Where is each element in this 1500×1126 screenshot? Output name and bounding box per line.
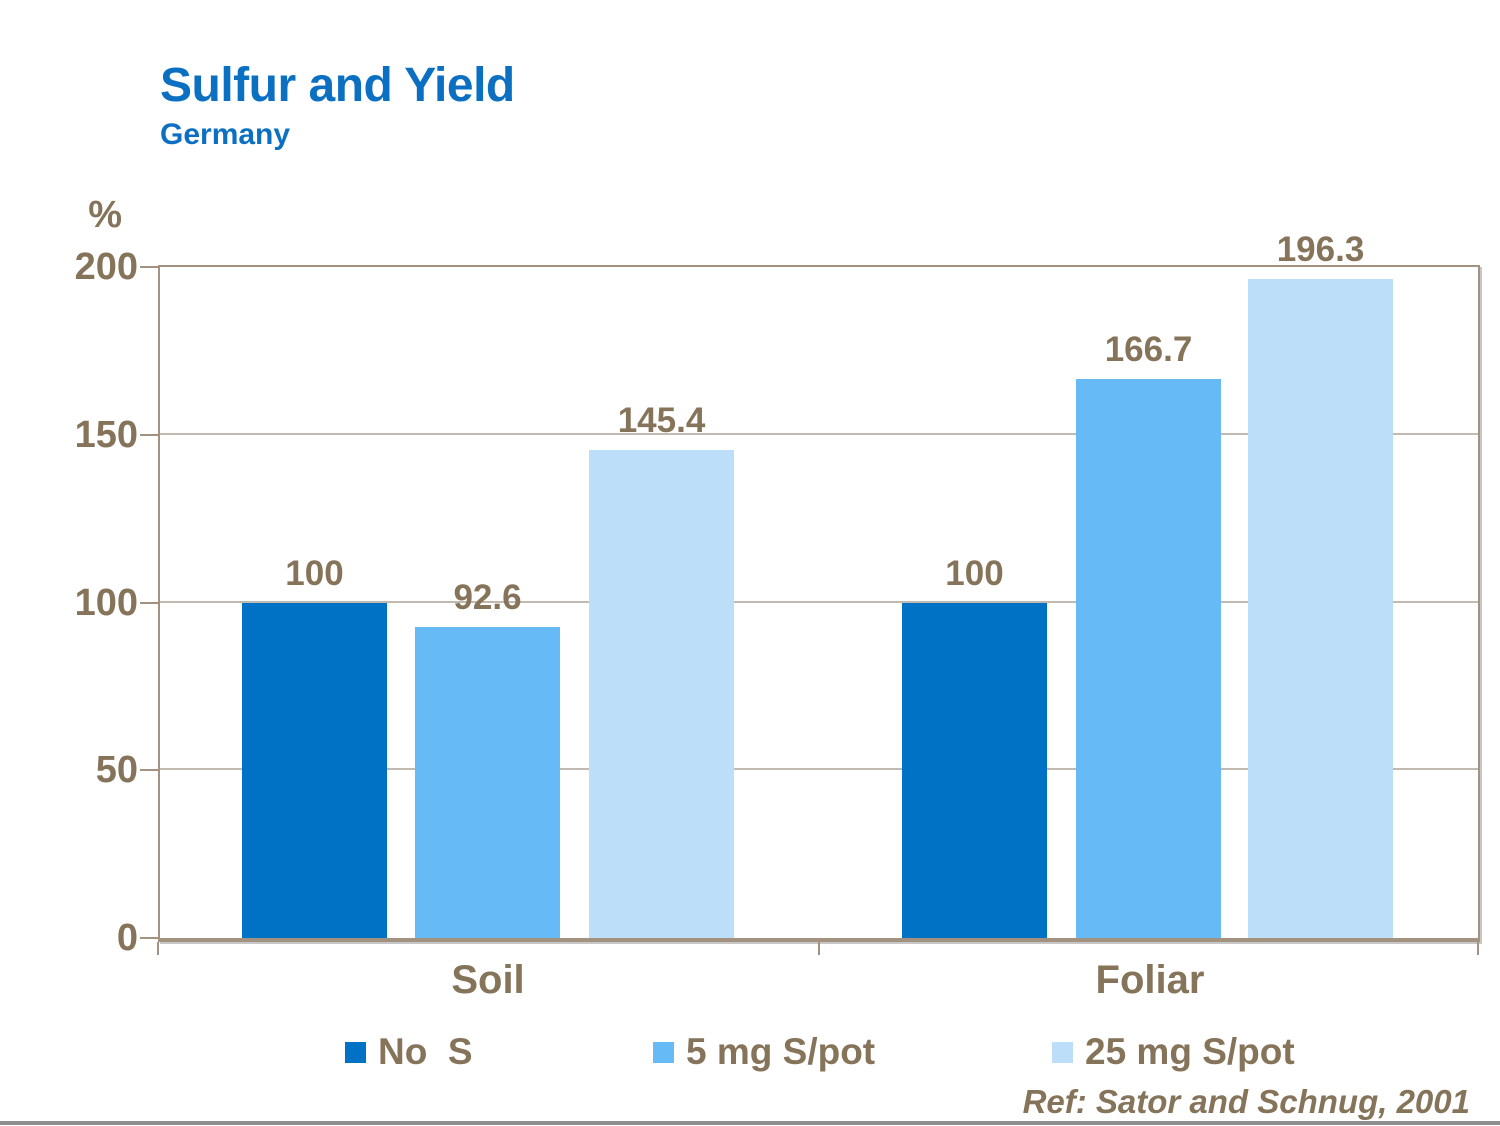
y-tick-mark-100 [140,601,158,604]
value-label-soil-series-1: 92.6 [453,578,522,618]
y-tick-label-50: 50 [95,749,138,792]
category-label-soil: Soil [451,958,525,1002]
value-label-foliar-series-0: 100 [945,553,1004,593]
legend-item-no-s: No S [345,1030,473,1074]
chart-legend: No S 5 mg S/pot 25 mg S/pot [0,1030,1500,1080]
bar-foliar-series-1 [1076,378,1221,938]
legend-item-25mg: 25 mg S/pot [1052,1030,1295,1074]
legend-item-5mg: 5 mg S/pot [653,1030,875,1074]
category-label-foliar: Foliar [1095,958,1205,1002]
slide-subtitle: Germany [160,118,291,151]
y-tick-label-0: 0 [116,917,138,959]
y-tick-mark-200 [140,266,158,268]
value-label-soil-series-2: 145.4 [617,401,706,441]
x-tick-mark-1 [818,942,820,955]
y-tick-label-100: 100 [74,581,138,624]
legend-label-25mg: 25 mg S/pot [1085,1031,1295,1072]
bar-soil-series-2 [589,450,734,938]
gridline-50 [160,768,1478,771]
y-tick-mark-0 [140,937,158,939]
y-tick-label-200: 200 [74,246,138,288]
legend-swatch-5mg [653,1041,674,1063]
bar-soil-series-0 [242,602,387,938]
legend-swatch-25mg [1052,1041,1073,1063]
slide-title: Sulfur and Yield [160,59,515,112]
legend-label-no-s: No S [378,1031,473,1072]
bar-soil-series-1 [415,627,560,938]
y-axis-unit-label: % [88,194,122,236]
y-tick-mark-150 [140,433,158,436]
value-label-foliar-series-2: 196.3 [1276,230,1365,270]
value-label-soil-series-0: 100 [285,553,344,593]
gridline-100 [160,600,1478,603]
y-tick-mark-50 [140,769,158,772]
plot-area [158,265,1480,942]
x-tick-mark-0 [157,942,159,955]
legend-label-5mg: 5 mg S/pot [686,1031,876,1072]
legend-swatch-no-s [345,1041,366,1063]
gridline-150 [160,432,1478,435]
bar-foliar-series-0 [902,602,1047,938]
bottom-divider-line [0,1121,1500,1125]
y-tick-label-150: 150 [74,413,138,456]
x-tick-mark-2 [1477,942,1479,955]
value-label-foliar-series-1: 166.7 [1104,329,1193,369]
reference-citation: Ref: Sator and Schnug, 2001 [1022,1083,1470,1120]
bar-foliar-series-2 [1248,279,1393,938]
